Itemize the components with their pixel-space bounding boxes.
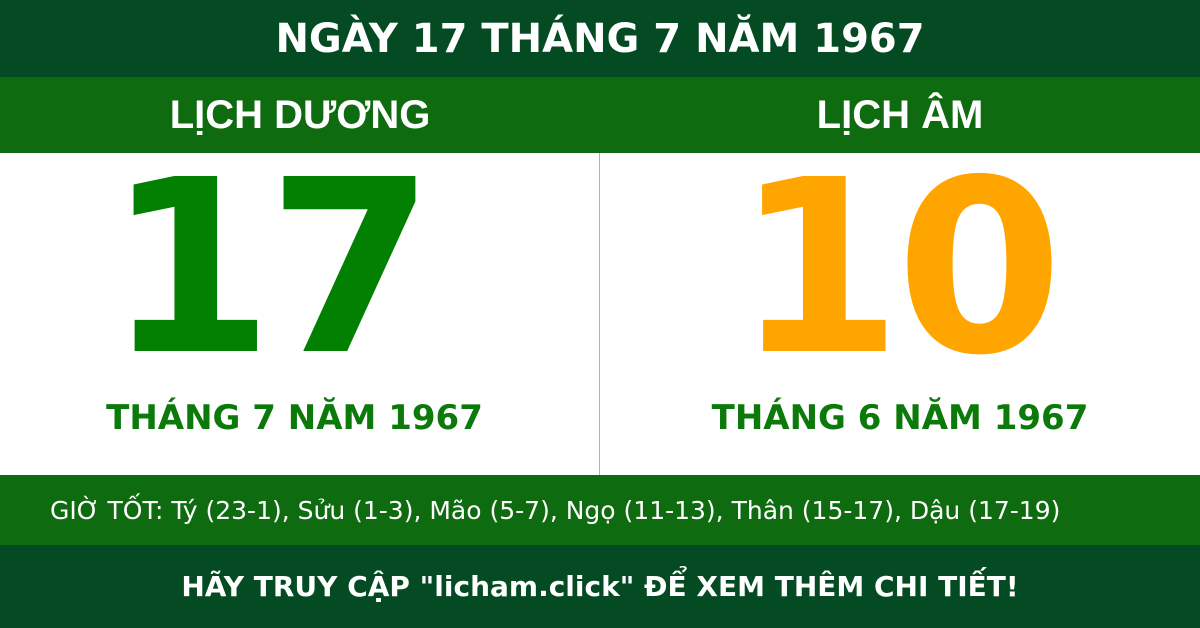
solar-panel: 17 THÁNG 7 NĂM 1967 (0, 128, 600, 475)
lunar-label: LỊCH ÂM (816, 92, 984, 137)
lunar-panel: 10 THÁNG 6 NĂM 1967 (600, 148, 1200, 475)
solar-day: 17 (106, 128, 435, 408)
solar-month-year: THÁNG 7 NĂM 1967 (106, 398, 483, 438)
calendar-headers: LỊCH DƯƠNG LỊCH ÂM (0, 77, 1200, 153)
footer-cta: HÃY TRUY CẬP "licham.click" ĐỂ XEM THÊM … (0, 545, 1200, 628)
lunar-day: 10 (735, 128, 1063, 408)
page-title: NGÀY 17 THÁNG 7 NĂM 1967 (0, 0, 1200, 77)
solar-label: LỊCH DƯƠNG (169, 92, 431, 137)
calendar-body: 17 THÁNG 7 NĂM 1967 10 THÁNG 6 NĂM 1967 (0, 128, 1200, 475)
good-hours: GIỜ TỐT: Tý (23-1), Sửu (1-3), Mão (5-7)… (0, 475, 1200, 545)
lunar-month-year: THÁNG 6 NĂM 1967 (711, 398, 1089, 438)
